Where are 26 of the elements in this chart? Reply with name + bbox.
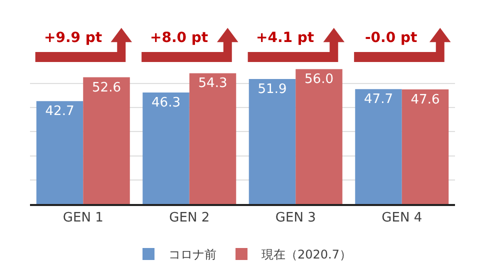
data-label: 51.9	[258, 82, 287, 97]
x-tick-label: GEN 4	[382, 210, 422, 226]
x-tick-label: GEN 3	[275, 210, 316, 226]
bar	[142, 92, 190, 204]
bar	[83, 77, 130, 204]
bar	[189, 73, 236, 204]
data-label: 56.0	[304, 72, 334, 88]
bar	[402, 89, 449, 204]
data-label: 46.3	[152, 95, 180, 110]
bar	[36, 101, 84, 204]
text: -0.0 pt	[365, 30, 418, 46]
data-label: 47.6	[410, 92, 440, 108]
legend-label: コロナ前	[168, 248, 216, 262]
bar	[248, 78, 296, 204]
bar	[355, 89, 402, 204]
data-label: 47.7	[364, 92, 393, 108]
data-label: 52.6	[92, 80, 121, 96]
bar	[296, 69, 342, 204]
data-label: 54.3	[198, 76, 228, 92]
x-tick-label: GEN 2	[169, 210, 210, 226]
legend-label: 現在（2020.7）	[262, 248, 352, 262]
data-label: 42.7	[45, 104, 74, 120]
text: +8.0 pt	[150, 30, 208, 46]
text: +9.9 pt	[44, 30, 102, 46]
x-tick-label: GEN 1	[62, 210, 104, 226]
text: +4.1 pt	[256, 30, 314, 46]
